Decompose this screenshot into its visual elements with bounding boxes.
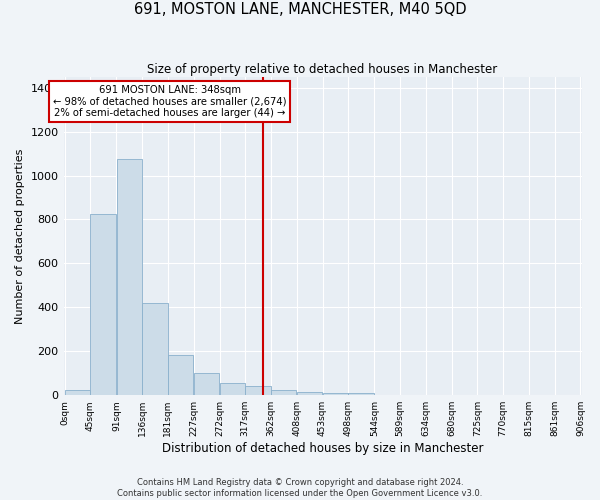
Bar [65, 390, 90, 395]
Bar [323, 393, 348, 395]
Bar [142, 303, 167, 395]
Bar [271, 390, 296, 395]
Title: Size of property relative to detached houses in Manchester: Size of property relative to detached ho… [148, 62, 497, 76]
X-axis label: Distribution of detached houses by size in Manchester: Distribution of detached houses by size … [162, 442, 483, 455]
Bar [245, 386, 271, 395]
Text: 691 MOSTON LANE: 348sqm
← 98% of detached houses are smaller (2,674)
2% of semi-: 691 MOSTON LANE: 348sqm ← 98% of detache… [53, 84, 286, 118]
Text: Contains HM Land Registry data © Crown copyright and database right 2024.
Contai: Contains HM Land Registry data © Crown c… [118, 478, 482, 498]
Bar [220, 383, 245, 395]
Bar [168, 354, 193, 395]
Bar [91, 214, 116, 395]
Bar [297, 392, 322, 395]
Bar [348, 393, 374, 395]
Bar [116, 159, 142, 395]
Bar [194, 373, 220, 395]
Y-axis label: Number of detached properties: Number of detached properties [15, 148, 25, 324]
Text: 691, MOSTON LANE, MANCHESTER, M40 5QD: 691, MOSTON LANE, MANCHESTER, M40 5QD [134, 2, 466, 18]
